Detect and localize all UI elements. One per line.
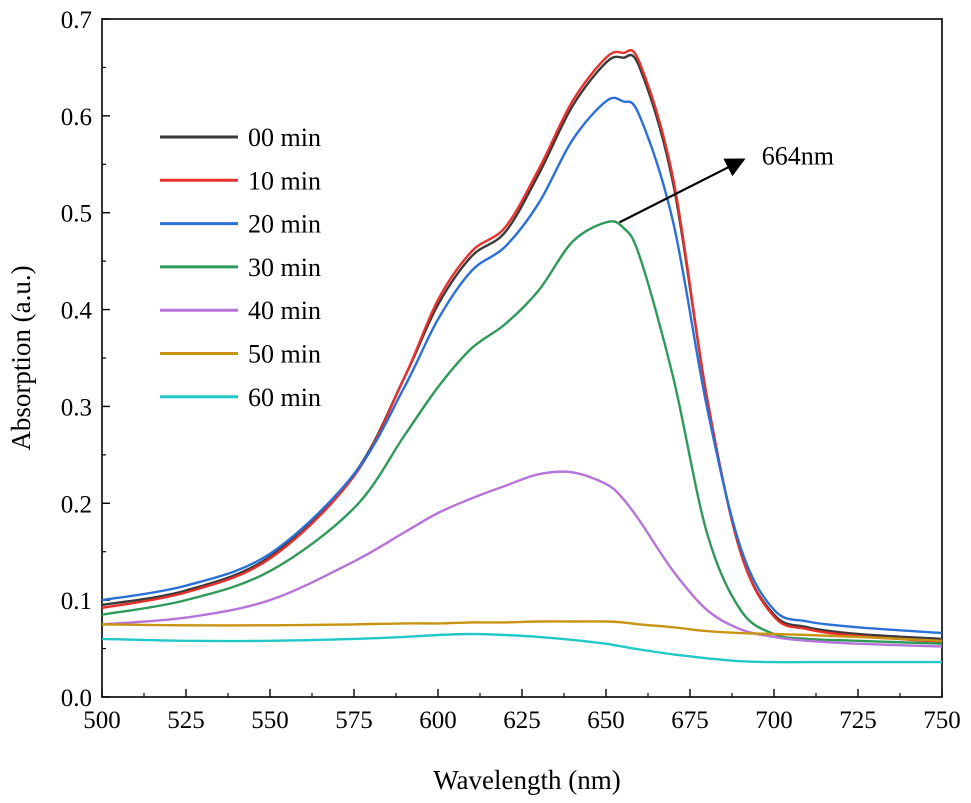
- legend-label-60-min: 60 min: [248, 383, 321, 412]
- y-tick-label: 0.7: [61, 7, 92, 34]
- y-tick-label: 0.4: [61, 298, 93, 325]
- x-tick-label: 650: [587, 707, 625, 734]
- y-tick-label: 0.6: [61, 104, 92, 131]
- plot-border: [101, 18, 943, 698]
- series-line-50-min: [101, 620, 943, 642]
- annotation: 664nm: [618, 141, 834, 224]
- annotation-arrow: [618, 158, 746, 224]
- y-axis-title: Absorption (a.u.): [6, 265, 36, 450]
- x-tick-label: 750: [923, 707, 961, 734]
- x-tick-label: 500: [83, 707, 121, 734]
- x-tick-label: 675: [671, 707, 709, 734]
- legend-label-40-min: 40 min: [248, 296, 321, 325]
- x-tick-label: 725: [839, 707, 877, 734]
- x-tick-label: 700: [755, 707, 793, 734]
- series-line-20-min: [101, 96, 943, 635]
- x-tick-label: 625: [503, 707, 541, 734]
- legend-label-10-min: 10 min: [248, 166, 321, 195]
- y-tick-label: 0.1: [61, 588, 92, 615]
- series-line-30-min: [101, 220, 943, 645]
- annotation-label: 664nm: [762, 141, 834, 170]
- x-tick-label: 525: [167, 707, 205, 734]
- series-line-40-min: [101, 470, 943, 648]
- legend-label-00-min: 00 min: [248, 123, 321, 152]
- plot-frame: [101, 18, 943, 698]
- x-tick-label: 600: [419, 707, 457, 734]
- x-axis: 500 525 550 575 600 625 650 675 700 725 750: [83, 689, 961, 734]
- y-tick-label: 0.5: [61, 201, 92, 228]
- x-tick-label: 550: [251, 707, 289, 734]
- legend-label-30-min: 30 min: [248, 253, 321, 282]
- y-tick-label: 0.0: [61, 685, 92, 712]
- y-tick-label: 0.3: [61, 394, 92, 421]
- series-line-60-min: [101, 632, 942, 664]
- x-tick-label: 575: [335, 707, 373, 734]
- legend: 00 min 10 min 20 min 30 min 40 min 50 min 60 m…: [160, 123, 321, 412]
- legend-label-50-min: 50 min: [248, 340, 321, 369]
- series-line-10-min: [101, 48, 943, 643]
- y-tick-label: 0.2: [61, 491, 92, 518]
- x-axis-title: Wavelength (nm): [433, 765, 621, 795]
- legend-label-20-min: 20 min: [248, 210, 321, 239]
- series-layer: [101, 48, 943, 664]
- y-axis: 0.0 0.1 0.2 0.3 0.4 0.5 0.6 0.7: [61, 7, 110, 712]
